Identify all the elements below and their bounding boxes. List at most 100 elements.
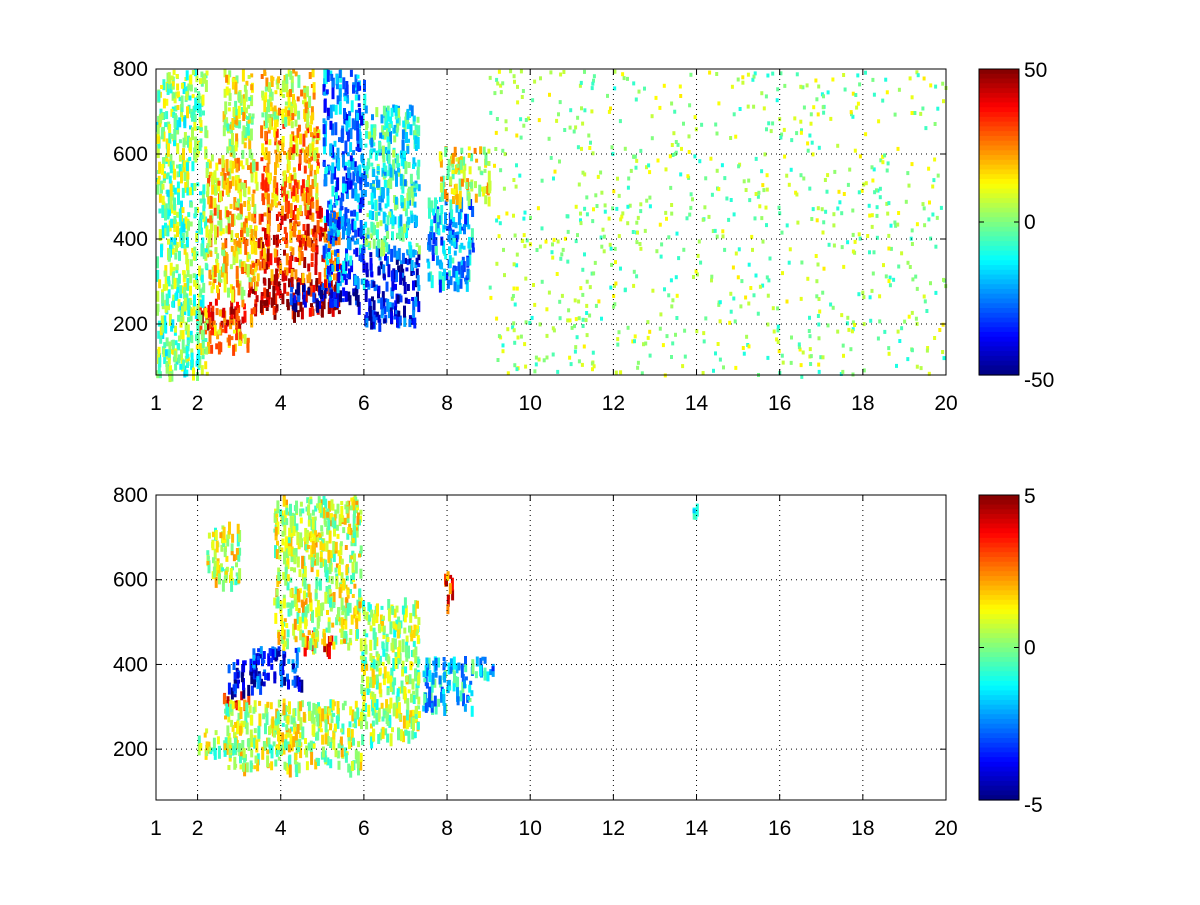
heatmap-cell bbox=[916, 222, 919, 226]
heatmap-cell bbox=[832, 212, 835, 216]
heatmap-cell bbox=[271, 269, 274, 281]
heatmap-cell bbox=[365, 263, 368, 275]
heatmap-cell bbox=[857, 292, 860, 296]
heatmap-cell bbox=[281, 539, 284, 546]
heatmap-cell bbox=[347, 728, 350, 737]
colorbar-segment bbox=[979, 74, 1019, 79]
heatmap-cell bbox=[177, 343, 180, 349]
heatmap-cell bbox=[680, 147, 683, 151]
heatmap-cell bbox=[809, 334, 812, 338]
heatmap-cell bbox=[337, 148, 340, 159]
heatmap-cell bbox=[347, 223, 350, 236]
heatmap-cell bbox=[335, 192, 338, 199]
heatmap-cell bbox=[178, 299, 181, 306]
heatmap-cell bbox=[753, 293, 756, 297]
heatmap-cell bbox=[643, 87, 646, 91]
heatmap-cell bbox=[232, 701, 235, 709]
heatmap-cell bbox=[455, 271, 458, 282]
heatmap-cell bbox=[251, 269, 254, 275]
heatmap-cell bbox=[573, 130, 576, 134]
heatmap-cell bbox=[301, 251, 304, 261]
heatmap-cell bbox=[317, 618, 320, 629]
heatmap-cell bbox=[741, 75, 744, 79]
heatmap-cell bbox=[362, 254, 365, 261]
heatmap-cell bbox=[561, 294, 564, 298]
heatmap-cell bbox=[817, 323, 820, 327]
heatmap-cell bbox=[363, 80, 366, 92]
heatmap-cell bbox=[495, 317, 498, 321]
heatmap-cell bbox=[923, 295, 926, 299]
heatmap-cell bbox=[165, 111, 168, 119]
heatmap-cell bbox=[200, 127, 203, 131]
heatmap-cell bbox=[334, 724, 337, 732]
heatmap-cell bbox=[474, 181, 477, 188]
heatmap-cell bbox=[525, 118, 528, 122]
heatmap-cell bbox=[666, 334, 669, 338]
heatmap-cell bbox=[817, 363, 820, 367]
heatmap-cell bbox=[747, 73, 750, 77]
heatmap-cell bbox=[404, 666, 407, 673]
heatmap-cell bbox=[360, 116, 363, 126]
heatmap-cell bbox=[795, 193, 798, 197]
heatmap-cell bbox=[189, 75, 192, 85]
heatmap-cell bbox=[716, 169, 719, 173]
heatmap-cell bbox=[235, 175, 238, 180]
heatmap-cell bbox=[812, 105, 815, 109]
heatmap-cell bbox=[311, 713, 314, 722]
colorbar-segment bbox=[979, 284, 1019, 289]
heatmap-cell bbox=[343, 108, 346, 119]
heatmap-cell bbox=[172, 267, 175, 271]
heatmap-cell bbox=[790, 336, 793, 340]
heatmap-cell bbox=[871, 78, 874, 82]
colorbar-segment bbox=[979, 165, 1019, 170]
heatmap-cell bbox=[767, 294, 770, 298]
heatmap-cell bbox=[177, 192, 180, 205]
heatmap-cell bbox=[404, 282, 407, 294]
colorbar-segment bbox=[979, 208, 1019, 213]
heatmap-cell bbox=[609, 243, 612, 247]
heatmap-cell bbox=[688, 213, 691, 217]
heatmap-cell bbox=[253, 190, 256, 194]
heatmap-cell bbox=[864, 132, 867, 136]
heatmap-cell bbox=[637, 361, 640, 365]
heatmap-cell bbox=[377, 267, 380, 276]
heatmap-cell bbox=[283, 654, 286, 666]
heatmap-cell bbox=[781, 354, 784, 358]
heatmap-cell bbox=[885, 274, 888, 278]
heatmap-cell bbox=[514, 234, 517, 238]
heatmap-cell bbox=[299, 240, 302, 247]
heatmap-cell bbox=[454, 147, 457, 157]
heatmap-cell bbox=[173, 216, 176, 224]
heatmap-cell bbox=[833, 170, 836, 174]
heatmap-cell bbox=[332, 700, 335, 711]
heatmap-cell bbox=[790, 361, 793, 365]
heatmap-cell bbox=[461, 266, 464, 270]
heatmap-cell bbox=[352, 572, 355, 580]
heatmap-cell bbox=[377, 286, 380, 294]
heatmap-cell bbox=[177, 182, 180, 189]
heatmap-cell bbox=[757, 312, 760, 316]
heatmap-cell bbox=[321, 708, 324, 721]
heatmap-cell bbox=[313, 743, 316, 748]
heatmap-cell bbox=[345, 253, 348, 261]
heatmap-cell bbox=[189, 286, 192, 296]
heatmap-cell bbox=[406, 109, 409, 120]
heatmap-cell bbox=[302, 179, 305, 188]
heatmap-cell bbox=[821, 207, 824, 211]
heatmap-cell bbox=[230, 264, 233, 269]
heatmap-cell bbox=[842, 265, 845, 269]
heatmap-cell bbox=[210, 345, 213, 354]
heatmap-cell bbox=[206, 183, 209, 194]
heatmap-cell bbox=[372, 180, 375, 184]
heatmap-cell bbox=[270, 702, 273, 709]
heatmap-cell bbox=[796, 221, 799, 225]
heatmap-cell bbox=[719, 300, 722, 304]
heatmap-cell bbox=[349, 256, 352, 266]
heatmap-cell bbox=[619, 119, 622, 123]
heatmap-cell bbox=[829, 117, 832, 121]
heatmap-cell bbox=[187, 221, 190, 231]
heatmap-cell bbox=[328, 252, 331, 259]
heatmap-cell bbox=[557, 112, 560, 116]
heatmap-cell bbox=[317, 153, 320, 158]
heatmap-cell bbox=[327, 266, 330, 275]
